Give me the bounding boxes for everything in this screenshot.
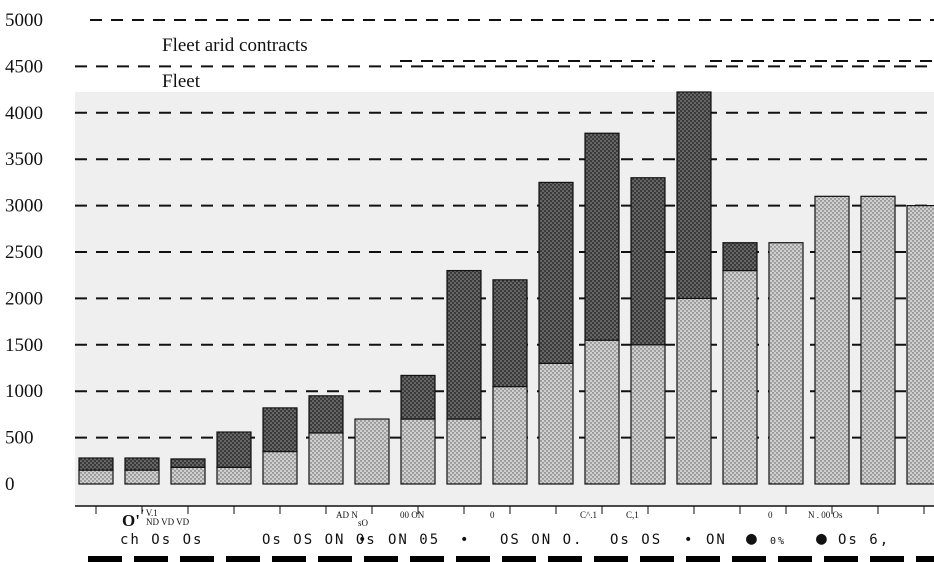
bar-fleet-contracts-3: [170, 458, 206, 468]
x-label-row-13: Os 6,: [838, 532, 890, 548]
bar-fleet-1: [78, 469, 114, 485]
x-label-fragment-5: sO: [358, 518, 369, 528]
bottom-dash-1: [88, 556, 122, 562]
x-label-row-6: OS ON O.: [500, 532, 583, 548]
x-label-fragment-7: 0: [490, 510, 495, 520]
bar-fleet-3: [170, 466, 206, 485]
x-label-fragment-6: 00 ON: [400, 510, 425, 520]
bar-fleet-contracts-10: [492, 279, 528, 388]
x-label-row-4: ON 05: [388, 532, 440, 548]
bar-fleet-16: [768, 242, 804, 485]
bar-fleet-19: [906, 205, 934, 485]
bottom-dash-8: [410, 556, 444, 562]
legend-label-fleet: Fleet: [162, 71, 201, 92]
x-label-row-7: Os OS: [610, 532, 662, 548]
bottom-dash-6: [318, 556, 352, 562]
bar-fleet-14: [676, 297, 712, 485]
x-axis-labels: O' ' V.1ND VD VD AD NsO 00 ON 0 C^.1 C,1 0 N . 0…: [120, 508, 890, 549]
bars: [78, 91, 934, 514]
x-label-fragment-2: ' V.1: [142, 508, 158, 518]
bar-fleet-15: [722, 269, 758, 485]
bar-fleet-contracts-1: [78, 457, 114, 471]
x-label-row-10: ●: [746, 528, 759, 549]
bottom-dash-row: [88, 60, 934, 562]
y-tick-label-4000: 4000: [5, 103, 43, 124]
y-tick-label-4500: 4500: [5, 56, 43, 77]
bottom-dash-11: [548, 556, 582, 562]
bottom-dash-9: [456, 556, 490, 562]
bar-fleet-contracts-12: [584, 132, 620, 341]
bottom-dash-13: [640, 556, 674, 562]
x-label-row-2: Os OS ON Os: [262, 532, 377, 548]
bottom-dash-18: [870, 556, 904, 562]
bottom-dash-3: [180, 556, 214, 562]
x-label-fragment-11: N . 00 Os: [808, 510, 843, 520]
bar-fleet-contracts-4: [216, 431, 252, 468]
x-label-row-5: •: [460, 532, 470, 548]
y-tick-label-2000: 2000: [5, 288, 43, 309]
bottom-dash-16: [778, 556, 812, 562]
bar-fleet-contracts-15: [722, 242, 758, 272]
legend-label-fleet-contracts: Fleet arid contracts: [162, 35, 308, 56]
bar-fleet-contracts-5: [262, 407, 298, 453]
y-tick-label-3000: 3000: [5, 196, 43, 217]
bar-fleet-13: [630, 344, 666, 485]
bar-fleet-18: [860, 195, 896, 485]
bottom-dash-5: [272, 556, 306, 562]
bottom-dash-14: [686, 556, 720, 562]
bar-fleet-contracts-11: [538, 181, 574, 364]
bar-fleet-contracts-14: [676, 91, 712, 299]
bar-fleet-8: [400, 418, 436, 485]
bottom-dash-10: [502, 556, 536, 562]
bar-fleet-10: [492, 385, 528, 485]
y-tick-label-3500: 3500: [5, 149, 43, 170]
x-label-fragment-4: AD N: [336, 510, 358, 520]
x-label-row-3: •: [358, 532, 368, 548]
bar-fleet-2: [124, 469, 160, 485]
y-tick-label-2500: 2500: [5, 242, 43, 263]
bar-fleet-6: [308, 432, 344, 485]
bottom-dash-17: [824, 556, 858, 562]
y-tick-label-500: 500: [5, 428, 34, 449]
x-label-fragment-8: C^.1: [580, 510, 597, 520]
x-label-fragment-3: ND VD VD: [146, 517, 190, 527]
bar-fleet-5: [262, 450, 298, 485]
bottom-dash-12: [594, 556, 628, 562]
bar-fleet-17: [814, 195, 850, 485]
x-label-row-8: •: [684, 532, 694, 548]
bar-fleet-7: [354, 418, 390, 485]
x-label-fragment-9: C,1: [626, 510, 639, 520]
bottom-dash-15: [732, 556, 766, 562]
x-label-row-9: ON: [706, 532, 727, 548]
x-label-fragment-1: O': [122, 511, 140, 530]
bar-fleet-11: [538, 362, 574, 485]
bar-fleet-contracts-13: [630, 177, 666, 346]
x-label-row-1: ch Os Os: [120, 532, 203, 548]
y-tick-label-1500: 1500: [5, 335, 43, 356]
bar-fleet-contracts-2: [124, 457, 160, 471]
x-label-row-11: 0%: [770, 536, 786, 547]
bar-fleet-12: [584, 339, 620, 485]
bottom-dash-4: [226, 556, 260, 562]
x-label-row-12: ●: [816, 528, 829, 549]
y-tick-label-1000: 1000: [5, 381, 43, 402]
y-tick-label-0: 0: [5, 474, 15, 495]
bar-fleet-contracts-9: [446, 269, 482, 420]
bottom-dash-7: [364, 556, 398, 562]
bar-fleet-9: [446, 418, 482, 485]
bottom-dash-19: [916, 556, 934, 562]
y-tick-label-5000: 5000: [5, 10, 43, 31]
bottom-dash-2: [134, 556, 168, 562]
bar-fleet-4: [216, 466, 252, 485]
x-label-fragment-10: 0: [768, 510, 773, 520]
bar-fleet-contracts-6: [308, 395, 344, 434]
bar-fleet-contracts-8: [400, 374, 436, 420]
